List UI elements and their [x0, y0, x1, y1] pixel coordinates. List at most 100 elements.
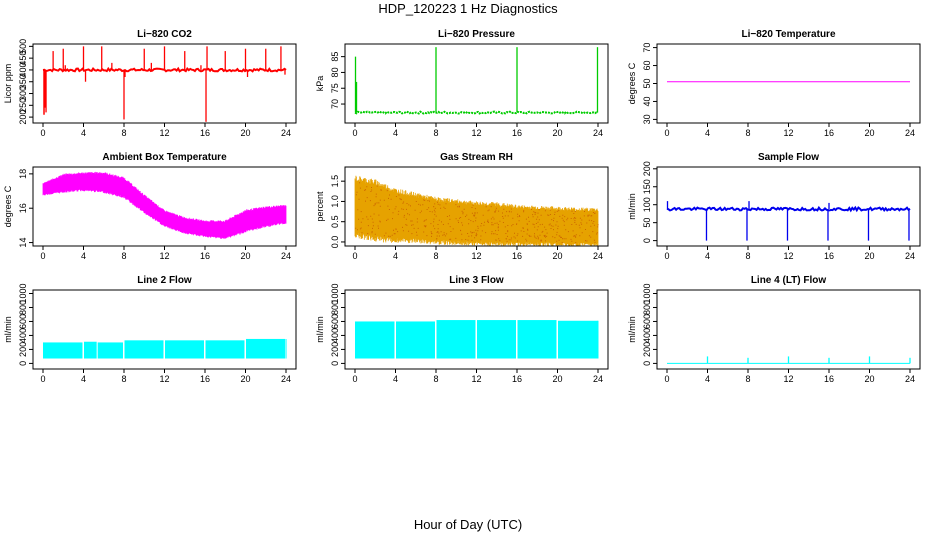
x-tick-label: 16 [200, 251, 210, 261]
x-tick-label: 4 [705, 374, 710, 384]
y-tick-label: 85 [330, 52, 340, 62]
y-tick-label: 18 [18, 169, 28, 179]
x-tick-label: 12 [471, 374, 481, 384]
panel-title: Line 2 Flow [137, 275, 192, 286]
y-tick-label: 500 [18, 39, 28, 54]
series-band [354, 175, 599, 246]
y-tick-label: 1000 [642, 283, 652, 303]
flow-block [355, 321, 395, 359]
x-tick-label: 0 [352, 251, 357, 261]
x-tick-label: 4 [393, 128, 398, 138]
x-tick-label: 24 [905, 374, 915, 384]
flow-block [84, 341, 97, 359]
y-tick-label: 200 [330, 342, 340, 357]
x-tick-label: 12 [783, 374, 793, 384]
panel-title: Line 4 (LT) Flow [751, 275, 827, 286]
y-tick-label: 300 [18, 86, 28, 101]
y-tick-label: 1000 [330, 283, 340, 303]
y-axis-label: ml/min [3, 316, 13, 343]
panel-title: Li−820 CO2 [137, 29, 192, 40]
flow-block [246, 338, 285, 359]
x-tick-label: 4 [393, 251, 398, 261]
page-title: HDP_120223 1 Hz Diagnostics [378, 1, 558, 16]
y-tick-label: 50 [642, 218, 652, 228]
y-tick-label: 0 [18, 361, 28, 366]
flow-block [205, 340, 245, 359]
y-tick-label: 50 [642, 78, 652, 88]
y-axis-label: degrees C [3, 185, 13, 227]
x-tick-label: 0 [664, 128, 669, 138]
x-tick-label: 24 [281, 128, 291, 138]
series-band [42, 171, 287, 239]
x-tick-label: 20 [240, 128, 250, 138]
x-tick-label: 12 [471, 128, 481, 138]
x-tick-label: 24 [905, 128, 915, 138]
y-axis-label: degrees C [627, 62, 637, 104]
y-tick-label: 800 [330, 300, 340, 315]
series-points [355, 182, 599, 244]
x-tick-label: 20 [552, 128, 562, 138]
y-tick-label: 30 [642, 114, 652, 124]
y-tick-label: 40 [642, 96, 652, 106]
y-tick-label: 0.0 [330, 236, 340, 249]
chart-panel-6: Sample Flow ml/min 0 4 8 12 16 20 24 0 50 100 150 200 [627, 152, 921, 261]
y-tick-label: 450 [18, 51, 28, 66]
y-tick-label: 400 [642, 328, 652, 343]
chart-panel-1: Li−820 CO2 Licor ppm 0 4 8 12 16 20 24 2002503003… [3, 29, 297, 138]
x-tick-label: 0 [40, 251, 45, 261]
panel-title: Line 3 Flow [449, 275, 504, 286]
y-tick-label: 600 [642, 314, 652, 329]
x-tick-label: 8 [433, 374, 438, 384]
x-tick-label: 8 [745, 374, 750, 384]
x-tick-label: 8 [121, 251, 126, 261]
series-line [666, 205, 911, 213]
y-tick-label: 16 [18, 203, 28, 213]
y-axis-label: percent [315, 191, 325, 222]
y-tick-label: 0 [330, 361, 340, 366]
x-axis-label: Hour of Day (UTC) [413, 517, 523, 532]
x-tick-label: 8 [121, 128, 126, 138]
x-tick-label: 4 [393, 374, 398, 384]
y-axis-label: kPa [315, 76, 325, 92]
y-tick-label: 400 [330, 328, 340, 343]
x-tick-label: 8 [121, 374, 126, 384]
flow-block [165, 340, 204, 359]
flow-block [436, 320, 476, 359]
x-tick-label: 0 [352, 128, 357, 138]
x-tick-label: 4 [81, 374, 86, 384]
y-tick-label: 800 [642, 300, 652, 315]
plot-frame [656, 166, 921, 247]
y-tick-label: 75 [330, 83, 340, 93]
x-tick-label: 12 [159, 374, 169, 384]
x-tick-label: 24 [593, 251, 603, 261]
y-tick-label: 0 [642, 238, 652, 243]
x-tick-label: 24 [281, 374, 291, 384]
x-tick-label: 16 [824, 251, 834, 261]
panel-title: Li−820 Pressure [438, 29, 515, 40]
y-tick-label: 600 [330, 314, 340, 329]
chart-panel-3: Li−820 Temperature degrees C 0 4 8 12 16 20 24 30… [627, 29, 921, 138]
y-tick-label: 1000 [18, 283, 28, 303]
y-tick-label: 0.5 [330, 215, 340, 228]
x-tick-label: 4 [705, 251, 710, 261]
chart-panel-2: Li−820 Pressure kPa 0 4 8 12 16 20 24 70 75 80 85 [315, 29, 609, 138]
x-tick-label: 12 [159, 128, 169, 138]
x-tick-label: 12 [783, 251, 793, 261]
y-tick-label: 70 [642, 43, 652, 53]
y-tick-label: 150 [642, 179, 652, 194]
x-tick-label: 0 [40, 374, 45, 384]
y-tick-label: 200 [18, 342, 28, 357]
x-tick-label: 24 [281, 251, 291, 261]
chart-panel-7: Line 2 Flow ml/min 0 4 8 12 16 20 24 0 20040060080… [3, 275, 297, 384]
x-tick-label: 16 [512, 128, 522, 138]
x-tick-label: 20 [240, 374, 250, 384]
flow-block [124, 340, 164, 359]
plot-frame [656, 43, 921, 124]
x-tick-label: 4 [81, 128, 86, 138]
x-tick-label: 0 [352, 374, 357, 384]
x-tick-label: 20 [864, 128, 874, 138]
y-axis-label: ml/min [627, 316, 637, 343]
y-tick-label: 200 [18, 110, 28, 125]
x-tick-label: 20 [240, 251, 250, 261]
